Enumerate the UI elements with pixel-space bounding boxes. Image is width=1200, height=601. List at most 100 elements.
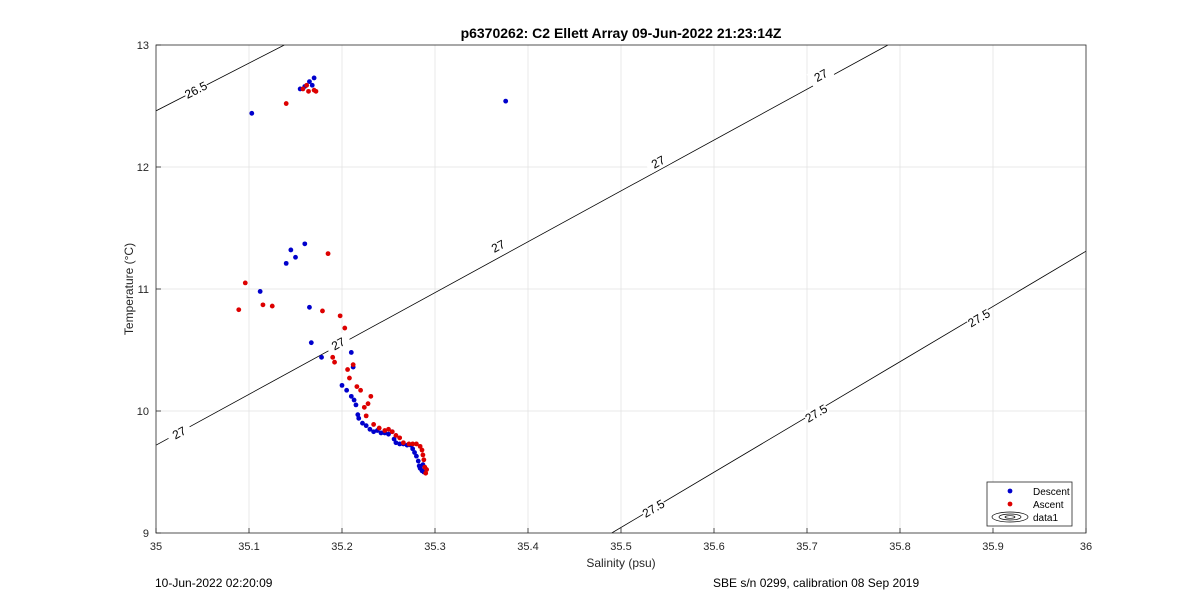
ascent-point <box>347 375 352 381</box>
ascent-point <box>300 86 306 92</box>
ascent-point <box>342 325 348 331</box>
legend-descent-marker <box>1007 488 1013 494</box>
density-contour-line <box>156 45 889 446</box>
descent-point <box>360 420 365 426</box>
descent-point <box>311 75 317 81</box>
descent-point <box>293 254 298 260</box>
contour-label: 27 <box>649 153 668 172</box>
ascent-point <box>236 307 242 313</box>
ascent-point <box>417 443 423 449</box>
data-points <box>236 75 509 476</box>
descent-point <box>412 450 417 455</box>
ascent-point <box>419 447 425 453</box>
x-tick-label: 35.9 <box>982 541 1003 553</box>
density-contour-line <box>156 45 285 112</box>
descent-point <box>351 397 357 403</box>
descent-point <box>257 289 263 294</box>
ascent-point <box>363 413 369 419</box>
grid-lines <box>156 45 1086 533</box>
contour-label-bg <box>181 77 210 102</box>
ascent-point <box>260 302 266 308</box>
descent-point <box>339 382 345 388</box>
ascent-point <box>376 425 382 431</box>
ascent-point <box>382 428 388 433</box>
y-axis-ticks: 9 10 11 12 13 <box>137 40 161 540</box>
descent-point <box>348 393 354 399</box>
contour-label: 27 <box>170 423 189 442</box>
ascent-point <box>354 384 360 389</box>
descent-point <box>415 458 421 464</box>
ascent-point <box>410 441 416 447</box>
ascent-point <box>365 401 371 407</box>
ascent-point <box>406 441 412 447</box>
ascent-point <box>414 441 419 447</box>
ascent-point <box>283 101 289 106</box>
ascent-point <box>424 467 430 472</box>
descent-point <box>307 304 312 310</box>
descent-point <box>371 429 377 435</box>
contour-label-bg <box>806 62 835 88</box>
density-contours <box>156 45 1086 533</box>
x-axis-ticks: 35 35.1 35.2 35.3 35.4 35.5 35.6 35.7 35.8 35.9 36 <box>150 528 1092 553</box>
descent-point <box>397 441 403 447</box>
descent-point <box>348 350 354 355</box>
y-tick-label: 10 <box>137 406 149 418</box>
y-tick-label: 13 <box>137 40 149 52</box>
ascent-point <box>423 470 429 476</box>
descent-point <box>393 440 399 446</box>
ascent-point <box>371 422 377 427</box>
descent-point <box>386 431 391 437</box>
descent-point <box>367 426 373 432</box>
y-tick-label: 12 <box>137 162 149 174</box>
descent-point <box>309 82 315 88</box>
ascent-point <box>420 452 426 458</box>
footer-date: 10-Jun-2022 02:20:09 <box>155 576 273 590</box>
descent-point <box>503 98 509 104</box>
ascent-point <box>386 426 391 432</box>
ascent-point <box>337 313 343 319</box>
ascent-point <box>330 354 336 360</box>
ascent-point <box>350 362 356 368</box>
descent-point <box>302 241 308 247</box>
ascent-point <box>361 404 367 410</box>
descent-point <box>355 412 361 418</box>
contour-label: 27 <box>489 237 508 256</box>
x-tick-label: 35.1 <box>238 541 259 553</box>
ascent-point <box>389 429 395 435</box>
contour-label-bg <box>964 305 993 331</box>
ascent-point <box>400 440 406 446</box>
descent-point <box>319 354 324 360</box>
ascent-point <box>325 251 331 257</box>
ascent-point <box>320 308 325 314</box>
ascent-point <box>397 435 403 441</box>
descent-point <box>378 430 384 436</box>
ascent-point <box>393 433 399 438</box>
y-axis-label: Temperature (°C) <box>122 243 136 335</box>
chart-title: p6370262: C2 Ellett Array 09-Jun-2022 21… <box>461 25 782 41</box>
contour-label: 27 <box>812 66 831 85</box>
x-tick-label: 35.4 <box>517 541 538 553</box>
descent-point <box>410 446 416 452</box>
legend-data1-label: data1 <box>1033 513 1058 524</box>
ascent-point <box>345 367 350 372</box>
x-tick-label: 35 <box>150 541 162 553</box>
contour-label: 27 <box>329 334 348 353</box>
footer-calibration: SBE s/n 0299, calibration 08 Sep 2019 <box>713 576 920 590</box>
x-tick-label: 35.3 <box>424 541 445 553</box>
x-tick-label: 35.5 <box>610 541 631 553</box>
ascent-point <box>306 88 311 94</box>
ascent-point <box>332 359 337 365</box>
ascent-point <box>421 457 427 463</box>
contour-label-bg <box>164 420 194 445</box>
x-axis-label: Salinity (psu) <box>586 556 655 570</box>
legend: Descent Ascent data1 <box>986 481 1073 527</box>
descent-point <box>307 79 312 84</box>
descent-point <box>283 260 289 266</box>
descent-point <box>414 453 419 459</box>
legend-descent-label: Descent <box>1033 487 1070 498</box>
descent-point <box>356 415 362 421</box>
descent-point <box>363 423 369 429</box>
x-tick-label: 35.7 <box>796 541 817 553</box>
descent-point <box>344 387 350 393</box>
